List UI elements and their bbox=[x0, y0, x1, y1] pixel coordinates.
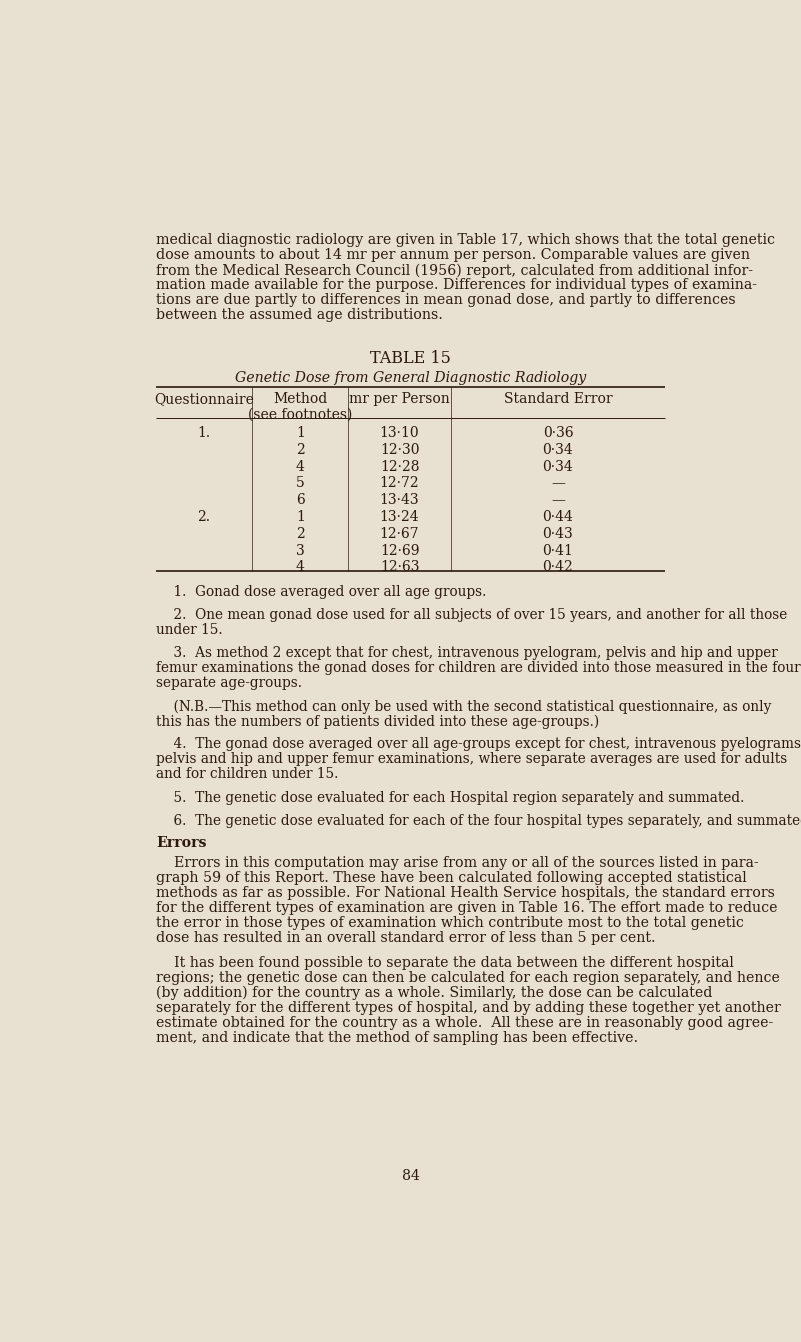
Text: separately for the different types of hospital, and by adding these together yet: separately for the different types of ho… bbox=[156, 1001, 781, 1015]
Text: ment, and indicate that the method of sampling has been effective.: ment, and indicate that the method of sa… bbox=[156, 1031, 638, 1045]
Text: TABLE 15: TABLE 15 bbox=[370, 350, 451, 368]
Text: 0·43: 0·43 bbox=[542, 527, 574, 541]
Text: regions; the genetic dose can then be calculated for each region separately, and: regions; the genetic dose can then be ca… bbox=[156, 972, 780, 985]
Text: 1: 1 bbox=[296, 427, 304, 440]
Text: 0·34: 0·34 bbox=[542, 443, 574, 456]
Text: (N.B.—This method can only be used with the second statistical questionnaire, as: (N.B.—This method can only be used with … bbox=[156, 699, 771, 714]
Text: between the assumed age distributions.: between the assumed age distributions. bbox=[156, 309, 443, 322]
Text: dose has resulted in an overall standard error of less than 5 per cent.: dose has resulted in an overall standard… bbox=[156, 930, 655, 945]
Text: 2.: 2. bbox=[198, 510, 211, 523]
Text: Genetic Dose from General Diagnostic Radiology: Genetic Dose from General Diagnostic Rad… bbox=[235, 372, 586, 385]
Text: 13·10: 13·10 bbox=[380, 427, 420, 440]
Text: 6: 6 bbox=[296, 494, 304, 507]
Text: separate age-groups.: separate age-groups. bbox=[156, 676, 302, 690]
Text: this has the numbers of patients divided into these age-groups.): this has the numbers of patients divided… bbox=[156, 714, 599, 729]
Text: 1.  Gonad dose averaged over all age groups.: 1. Gonad dose averaged over all age grou… bbox=[156, 585, 486, 599]
Text: under 15.: under 15. bbox=[156, 623, 223, 637]
Text: 0·36: 0·36 bbox=[542, 427, 574, 440]
Text: 5.  The genetic dose evaluated for each Hospital region separately and summated.: 5. The genetic dose evaluated for each H… bbox=[156, 790, 744, 805]
Text: dose amounts to about 14 mr per annum per person. Comparable values are given: dose amounts to about 14 mr per annum pe… bbox=[156, 248, 750, 262]
Text: 1.: 1. bbox=[198, 427, 211, 440]
Text: 12·67: 12·67 bbox=[380, 527, 420, 541]
Text: Errors in this computation may arise from any or all of the sources listed in pa: Errors in this computation may arise fro… bbox=[156, 856, 759, 870]
Text: It has been found possible to separate the data between the different hospital: It has been found possible to separate t… bbox=[156, 956, 734, 970]
Text: 3: 3 bbox=[296, 544, 304, 557]
Text: mr per Person: mr per Person bbox=[349, 392, 450, 407]
Text: 12·63: 12·63 bbox=[380, 561, 420, 574]
Text: 0·34: 0·34 bbox=[542, 460, 574, 474]
Text: 12·72: 12·72 bbox=[380, 476, 420, 490]
Text: methods as far as possible. For National Health Service hospitals, the standard : methods as far as possible. For National… bbox=[156, 886, 775, 899]
Text: graph 59 of this Report. These have been calculated following accepted statistic: graph 59 of this Report. These have been… bbox=[156, 871, 747, 884]
Text: femur examinations the gonad doses for children are divided into those measured : femur examinations the gonad doses for c… bbox=[156, 662, 800, 675]
Text: 1: 1 bbox=[296, 510, 304, 523]
Text: 4: 4 bbox=[296, 460, 304, 474]
Text: 0·42: 0·42 bbox=[542, 561, 574, 574]
Text: 2: 2 bbox=[296, 527, 304, 541]
Text: 12·30: 12·30 bbox=[380, 443, 420, 456]
Text: 0·44: 0·44 bbox=[542, 510, 574, 523]
Text: 2.  One mean gonad dose used for all subjects of over 15 years, and another for : 2. One mean gonad dose used for all subj… bbox=[156, 608, 787, 621]
Text: 4.  The gonad dose averaged over all age-groups except for chest, intravenous py: 4. The gonad dose averaged over all age-… bbox=[156, 737, 801, 752]
Text: medical diagnostic radiology are given in Table 17, which shows that the total g: medical diagnostic radiology are given i… bbox=[156, 234, 775, 247]
Text: 5: 5 bbox=[296, 476, 304, 490]
Text: estimate obtained for the country as a whole.  All these are in reasonably good : estimate obtained for the country as a w… bbox=[156, 1016, 773, 1029]
Text: 4: 4 bbox=[296, 561, 304, 574]
Text: 13·24: 13·24 bbox=[380, 510, 420, 523]
Text: (by addition) for the country as a whole. Similarly, the dose can be calculated: (by addition) for the country as a whole… bbox=[156, 986, 712, 1000]
Text: 12·28: 12·28 bbox=[380, 460, 420, 474]
Text: 13·43: 13·43 bbox=[380, 494, 420, 507]
Text: 6.  The genetic dose evaluated for each of the four hospital types separately, a: 6. The genetic dose evaluated for each o… bbox=[156, 813, 801, 828]
Text: 12·69: 12·69 bbox=[380, 544, 420, 557]
Text: mation made available for the purpose. Differences for individual types of exami: mation made available for the purpose. D… bbox=[156, 278, 757, 293]
Text: Questionnaire: Questionnaire bbox=[154, 392, 254, 407]
Text: and for children under 15.: and for children under 15. bbox=[156, 768, 338, 781]
Text: the error in those types of examination which contribute most to the total genet: the error in those types of examination … bbox=[156, 915, 744, 930]
Text: 2: 2 bbox=[296, 443, 304, 456]
Text: 0·41: 0·41 bbox=[542, 544, 574, 557]
Text: from the Medical Research Council (1956) report, calculated from additional info: from the Medical Research Council (1956)… bbox=[156, 263, 753, 278]
Text: pelvis and hip and upper femur examinations, where separate averages are used fo: pelvis and hip and upper femur examinati… bbox=[156, 753, 787, 766]
Text: (see footnotes): (see footnotes) bbox=[248, 408, 352, 421]
Text: 3.  As method 2 except that for chest, intravenous pyelogram, pelvis and hip and: 3. As method 2 except that for chest, in… bbox=[156, 646, 778, 660]
Text: for the different types of examination are given in Table 16. The effort made to: for the different types of examination a… bbox=[156, 900, 778, 915]
Text: —: — bbox=[551, 476, 565, 490]
Text: 84: 84 bbox=[401, 1169, 420, 1182]
Text: —: — bbox=[551, 494, 565, 507]
Text: Standard Error: Standard Error bbox=[504, 392, 612, 407]
Text: Method: Method bbox=[273, 392, 328, 407]
Text: tions are due partly to differences in mean gonad dose, and partly to difference: tions are due partly to differences in m… bbox=[156, 294, 735, 307]
Text: Errors: Errors bbox=[156, 836, 207, 851]
